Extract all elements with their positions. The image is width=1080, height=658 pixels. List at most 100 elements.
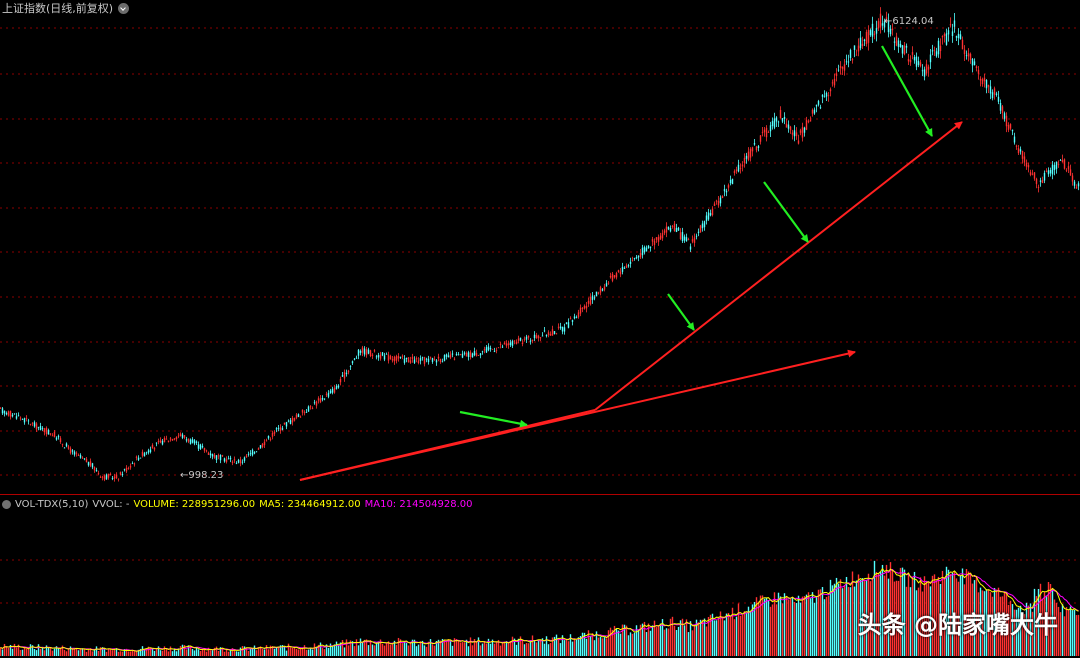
candle-body [603,286,606,290]
volume-bar [47,647,50,656]
volume-bar [581,632,584,656]
volume-bar [33,648,36,656]
candle-body [1049,170,1052,174]
volume-bar [637,629,640,656]
candle-body [225,459,228,462]
volume-bar [371,644,374,656]
candle-body [163,438,166,443]
candle-body [665,226,668,233]
candle-body [271,432,274,437]
candle-body [61,443,64,445]
candle-body [901,45,904,54]
volume-bar [593,640,596,656]
volume-bar [173,648,176,656]
volume-bar [547,644,550,656]
volume-bar [57,648,60,656]
candle-body [31,422,34,424]
candle-body [563,327,566,332]
volume-bar [147,646,150,656]
candle-body [407,357,410,363]
volume-bar [855,580,858,656]
candle-body [349,365,352,367]
volume-bar [355,639,358,656]
candle-body [33,422,36,427]
candle-body [149,449,152,453]
volume-bar [937,576,940,656]
volume-bar [469,637,472,656]
candle-body [197,444,200,449]
volume-bar [455,639,458,656]
candle-body [1015,145,1018,147]
volume-bar [43,650,46,656]
candle-body [483,349,486,351]
volume-bar [869,581,872,656]
candle-body [671,226,674,228]
candle-body [227,458,230,460]
volume-bar [605,638,608,656]
volume-bar [721,616,724,656]
volume-bar [1049,583,1052,656]
candle-body [775,117,778,122]
volume-bar [163,646,166,656]
volume-bar [1001,596,1004,656]
volume-bar [651,625,654,656]
candle-body [685,237,688,242]
candle-body [129,465,132,468]
volume-bar [781,603,784,656]
candle-body [57,435,60,438]
volume-bar [1007,604,1010,656]
candle-body [153,448,156,450]
circle-icon[interactable] [2,499,11,509]
candle-body [441,361,444,363]
volume-bar [527,643,530,656]
vvol-label: VVOL: - [92,498,130,510]
candle-body [769,125,772,132]
candle-body [327,392,330,397]
volume-bar [129,651,132,656]
volume-bar [561,635,564,656]
volume-bar [1,649,4,656]
volume-bar [91,651,94,656]
candle-body [853,45,856,50]
candle-body [889,28,892,35]
candle-body [37,427,40,428]
candle-body [13,413,16,415]
volume-bar [663,629,666,656]
volume-bar [1057,606,1060,656]
candle-body [945,33,948,45]
candle-body [289,420,292,425]
candle-body [143,453,146,457]
volume-bar [905,586,908,656]
volume-bar [777,592,780,656]
volume-bar [309,647,312,656]
volume-bar [913,571,916,656]
candle-body [841,66,844,69]
candle-body [497,347,500,349]
candle-body [827,94,830,96]
candle-body [1055,161,1058,169]
volume-bar [985,589,988,656]
candle-body [851,59,854,61]
candle-body [399,357,402,358]
volume-bar [897,580,900,656]
candle-body [605,283,608,287]
volume-bar [123,649,126,656]
candle-body [385,353,388,355]
volume-bar [95,646,98,656]
volume-bar [353,646,356,656]
volume-bar [321,647,324,656]
candle-body [1047,170,1050,175]
volume-bar [333,644,336,656]
volume-bar [795,602,798,656]
candle-body [959,34,962,40]
volume-bar [829,579,832,656]
candle-body [119,472,122,475]
candle-body [171,438,174,441]
volume-bar [1047,582,1050,656]
volume-bar [381,643,384,656]
candle-body [625,265,628,268]
chevron-down-icon[interactable] [118,2,130,14]
candle-body [389,356,392,360]
candle-body [869,30,872,36]
volume-bar [977,592,980,656]
